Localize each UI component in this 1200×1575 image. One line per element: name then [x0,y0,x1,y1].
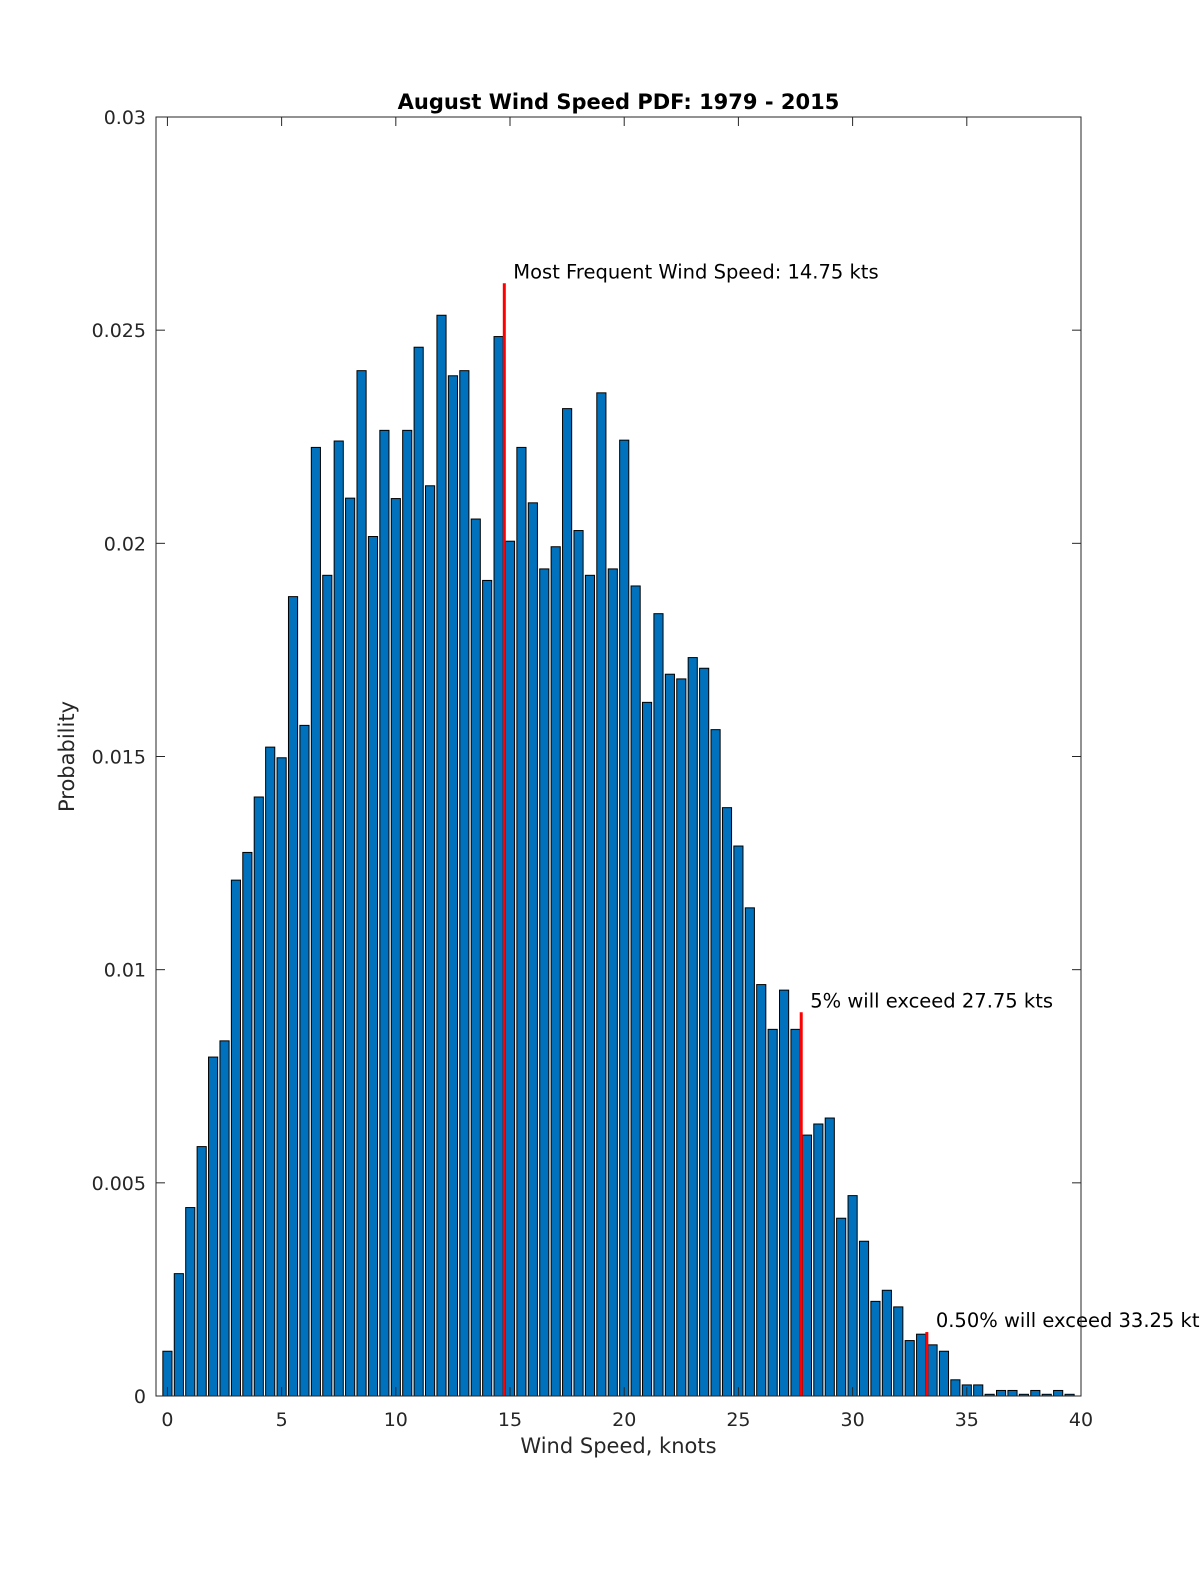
bar [813,1123,824,1397]
bar [447,375,458,1397]
bar [733,845,744,1397]
x-tick-label: 15 [498,1409,522,1431]
bar [539,568,550,1397]
bar [687,657,698,1397]
bar [881,1289,892,1397]
y-tick-label: 0.015 [92,747,146,769]
bar [710,729,721,1397]
bar [790,1028,801,1397]
bar [779,989,790,1397]
bar [1007,1389,1018,1397]
bar [562,408,573,1397]
bar [219,1040,230,1397]
bar [584,574,596,1397]
bar [345,497,356,1397]
bar [619,439,630,1397]
bar [1030,1389,1041,1397]
chart-title: August Wind Speed PDF: 1979 - 2015 [398,90,840,114]
bar [242,851,253,1397]
bar [653,613,664,1397]
y-tick-label: 0.02 [104,533,146,555]
bar [436,314,447,1397]
y-tick-label: 0 [134,1386,146,1408]
bar [699,667,710,1397]
bar [927,1344,938,1397]
bar [721,807,733,1397]
bar [493,336,504,1397]
bar [641,701,653,1397]
bar [265,746,276,1397]
bar [950,1379,961,1397]
bar [390,498,401,1397]
bar [596,392,607,1397]
bar [459,370,470,1397]
y-axis-label: Probability [55,701,79,812]
bar [973,1384,984,1397]
bar [470,518,481,1397]
bar [230,879,242,1397]
bar [664,673,675,1397]
bar [527,502,538,1397]
bar [310,446,321,1397]
bar [756,984,767,1397]
bar [322,574,333,1397]
bar [824,1117,835,1397]
bar [402,429,413,1397]
bar [413,346,424,1397]
bar [870,1300,881,1397]
bar [573,530,584,1397]
annotation-label: Most Frequent Wind Speed: 14.75 kts [513,260,878,283]
y-tick-label: 0.025 [92,320,146,342]
bar [916,1333,927,1397]
bar [379,429,390,1397]
x-tick-label: 20 [612,1409,636,1431]
bar [904,1340,915,1397]
bar [858,1240,870,1397]
bar [995,1389,1007,1397]
bar [196,1146,207,1397]
x-tick-label: 10 [384,1409,408,1431]
bar [299,724,310,1397]
bar [333,440,344,1397]
x-tick-label: 40 [1069,1409,1093,1431]
bar [630,585,641,1397]
bar [173,1273,184,1397]
bar [607,568,618,1397]
bar [550,546,561,1397]
bar [367,536,379,1397]
axis-ticks: 0 5 10 15 20 25 30 35 40 0 0.005 0.01 0.015 0.02 0.025… [92,107,1094,1431]
y-tick-label: 0.01 [104,960,146,982]
bar [1053,1389,1064,1397]
bar [744,907,755,1397]
bar [676,678,687,1397]
bar [276,757,287,1397]
bar [356,370,367,1397]
bar [847,1195,858,1397]
x-axis-label: Wind Speed, knots [520,1434,716,1458]
x-tick-label: 35 [955,1409,979,1431]
x-tick-label: 0 [161,1409,173,1431]
annotation-layer: Most Frequent Wind Speed: 14.75 kts 5% wi… [502,260,1200,1396]
x-tick-label: 30 [841,1409,865,1431]
y-tick-label: 0.03 [104,107,146,129]
bar [425,485,436,1397]
bar [516,446,527,1397]
bar [893,1306,904,1397]
annotation-label: 5% will exceed 27.75 kts [810,989,1053,1012]
bar [801,1134,812,1397]
bar [938,1350,950,1397]
x-tick-label: 25 [726,1409,750,1431]
annotation-label: 0.50% will exceed 33.25 kts [936,1309,1200,1332]
y-tick-label: 0.005 [92,1173,146,1195]
x-tick-label: 5 [276,1409,288,1431]
bar [185,1207,196,1397]
bar [482,579,493,1397]
bar [504,540,516,1397]
bar [836,1217,847,1397]
bar [208,1056,219,1397]
bar [253,796,264,1397]
bar [287,596,299,1397]
bar [767,1028,778,1397]
